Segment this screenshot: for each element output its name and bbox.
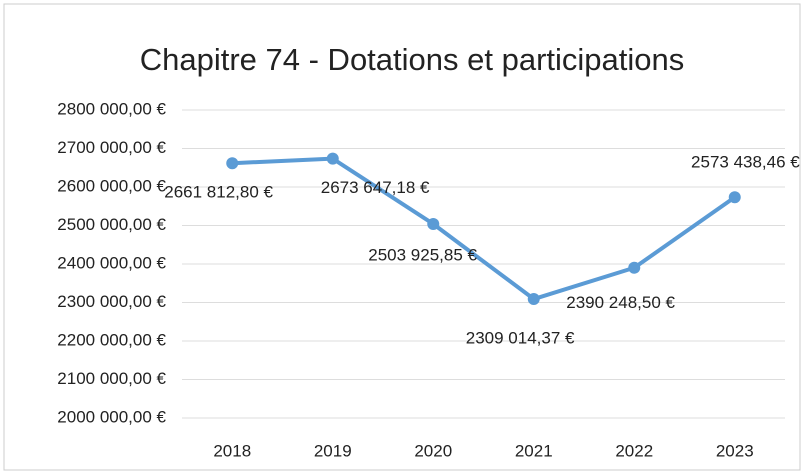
data-label: 2309 014,37 € [466,329,575,348]
x-tick-label: 2019 [314,441,352,460]
y-tick-label: 2100 000,00 € [57,369,166,388]
y-tick-label: 2300 000,00 € [57,292,166,311]
data-label: 2673 647,18 € [321,178,430,197]
y-tick-label: 2500 000,00 € [57,215,166,234]
marker [226,157,239,170]
x-tick-label: 2023 [716,441,754,460]
y-tick-label: 2400 000,00 € [57,253,166,272]
y-tick-label: 2800 000,00 € [57,99,166,118]
data-label: 2661 812,80 € [164,183,273,202]
y-tick-label: 2600 000,00 € [57,176,166,195]
x-tick-label: 2021 [515,441,553,460]
line [232,156,736,302]
data-label: 2503 925,85 € [368,245,477,264]
y-tick-label: 2000 000,00 € [57,407,166,426]
marker [527,293,540,306]
chart-border [3,3,801,471]
data-label: 2573 438,46 € [691,153,800,172]
marker [728,191,741,204]
x-tick-label: 2018 [213,441,251,460]
y-tick-label: 2700 000,00 € [57,138,166,157]
marker [427,217,440,230]
x-tick-label: 2022 [615,441,653,460]
chart-title: Chapitre 74 - Dotations et participation… [140,42,685,77]
marker [326,152,339,165]
data-label: 2390 248,50 € [566,293,675,312]
y-tick-label: 2200 000,00 € [57,330,166,349]
x-tick-label: 2020 [414,441,452,460]
marker [628,261,641,274]
